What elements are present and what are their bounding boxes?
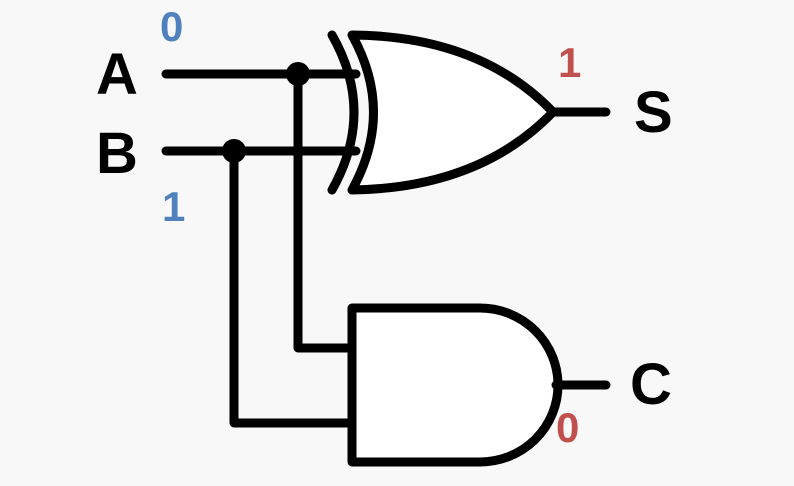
input-b-value: 1 (162, 183, 186, 230)
output-c-label: C (630, 352, 672, 417)
input-a-value: 0 (160, 3, 184, 50)
output-s-label: S (634, 80, 673, 145)
input-b-label: B (96, 121, 138, 186)
wire-a-to-and (293, 69, 357, 353)
junction-dot-b (222, 139, 246, 163)
output-c-value: 0 (556, 404, 580, 451)
xor-gate-input-arc (327, 30, 359, 195)
output-s-value: 1 (558, 39, 582, 86)
and-gate (347, 303, 563, 467)
junction-dot-a (286, 62, 310, 86)
xor-gate (347, 30, 558, 195)
wire-b-to-and (229, 146, 357, 428)
input-a-label: A (96, 42, 138, 107)
